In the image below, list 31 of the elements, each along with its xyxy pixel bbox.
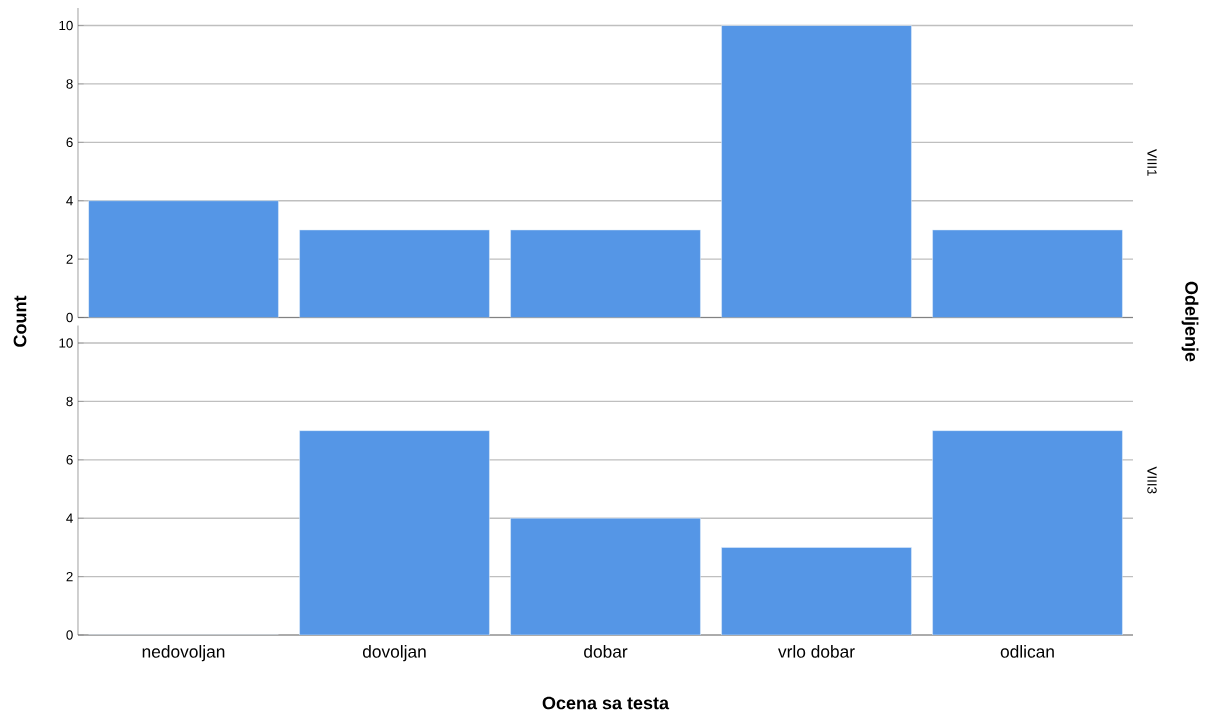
bar bbox=[88, 200, 279, 318]
x-tick-label: nedovoljan bbox=[142, 645, 225, 662]
x-tick-label: vrlo dobar bbox=[778, 645, 855, 658]
bar bbox=[721, 25, 912, 318]
bar bbox=[721, 547, 912, 636]
y-tick-label: 8 bbox=[66, 396, 73, 407]
bar bbox=[299, 229, 490, 318]
y2-axis-title: VIII3 bbox=[1147, 466, 1157, 494]
y-tick-label: 10 bbox=[59, 20, 73, 31]
y-tick-label: 6 bbox=[66, 137, 73, 148]
x-tick-label: odlican bbox=[1000, 645, 1054, 658]
y-tick-label: 0 bbox=[66, 630, 73, 640]
y2-axis-title: VIII1 bbox=[1147, 149, 1157, 176]
bar bbox=[932, 430, 1123, 636]
bar bbox=[932, 229, 1123, 318]
x-axis-title: Ocena sa testa bbox=[542, 696, 670, 710]
y-tick-label: 4 bbox=[66, 513, 73, 523]
y-tick-label: 2 bbox=[66, 254, 73, 264]
y-tick-label: 10 bbox=[59, 338, 73, 348]
x-tick-label: dovoljan bbox=[362, 645, 426, 662]
x-tick-label: dobar bbox=[584, 645, 628, 658]
bar bbox=[299, 430, 490, 636]
text: Odeljenje bbox=[1181, 281, 1199, 362]
bar bbox=[510, 229, 701, 318]
y-tick-label: 0 bbox=[66, 312, 73, 323]
y-tick-label: 4 bbox=[66, 196, 73, 206]
y-tick-label: 6 bbox=[66, 455, 73, 465]
y-tick-label: 8 bbox=[66, 79, 73, 89]
y-tick-label: 2 bbox=[66, 571, 73, 582]
bar bbox=[510, 517, 701, 636]
y-axis-title: Count bbox=[13, 295, 27, 347]
